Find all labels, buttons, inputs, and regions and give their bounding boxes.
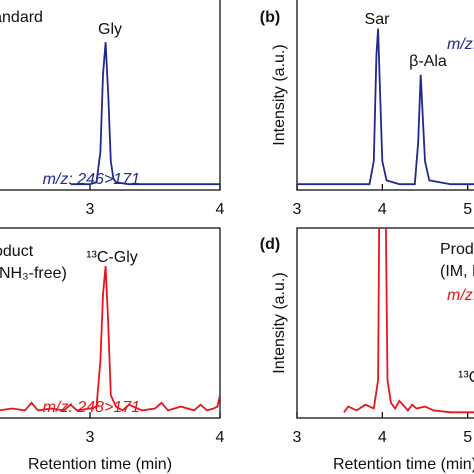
annotation: Gly: [98, 21, 122, 38]
x-tick-label: 5: [463, 201, 472, 218]
panel-label: (b): [260, 9, 280, 26]
annotation: (IM, NH₃-free): [440, 263, 474, 280]
axes-box: [296, 0, 474, 191]
trace: [0, 265, 220, 412]
x-tick-label: 4: [216, 429, 225, 446]
annotation: Standard: [0, 9, 43, 26]
x-tick-label: 5: [463, 429, 472, 446]
y-axis-label: Intensity (a.u.): [271, 272, 288, 373]
trace: [343, 228, 474, 414]
annotation: m/z:: [447, 36, 474, 53]
annotation: m/z:: [447, 287, 474, 304]
y-axis-label: Intensity (a.u.): [271, 44, 288, 145]
annotation: (IM, NH₃-free): [0, 265, 67, 282]
annotation: Sar: [365, 11, 391, 28]
panel-label: (d): [260, 236, 280, 253]
trace: [297, 28, 474, 186]
annotation: Product: [440, 241, 474, 258]
axes-box: [296, 227, 474, 419]
annotation: m/z: 246>171: [43, 171, 140, 188]
x-tick-label: 3: [86, 201, 95, 218]
x-tick-label: 3: [86, 429, 95, 446]
x-tick-label: 4: [378, 201, 387, 218]
annotation: ¹³C-Gly: [86, 249, 138, 266]
x-axis-label: Retention time (min): [28, 456, 172, 473]
annotation: m/z: 248>171: [43, 399, 140, 416]
x-tick-label: 3: [293, 201, 302, 218]
x-tick-label: 4: [216, 201, 225, 218]
x-tick-label: 4: [378, 429, 387, 446]
annotation: ¹³C-Gly: [458, 369, 474, 386]
trace: [70, 42, 220, 186]
annotation: Product: [0, 243, 34, 260]
x-axis-label: Retention time (min): [333, 456, 474, 473]
annotation: β-Ala: [409, 53, 447, 70]
x-tick-label: 3: [293, 429, 302, 446]
